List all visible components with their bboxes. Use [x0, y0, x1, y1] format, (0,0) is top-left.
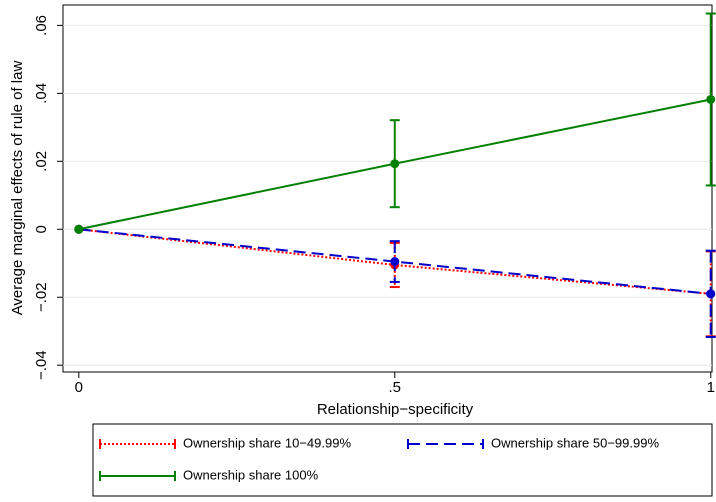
y-tick-label: .06 — [33, 15, 50, 36]
legend-label: Ownership share 50−99.99% — [491, 435, 659, 450]
data-point — [706, 94, 716, 104]
plot-frame — [62, 4, 713, 373]
x-tick-label: 0 — [75, 379, 83, 396]
y-tick-label: .04 — [33, 83, 50, 104]
x-tick-label: 1 — [707, 379, 715, 396]
y-axis-title: Average marginal effects of rule of law — [9, 61, 26, 316]
legend-label: Ownership share 100% — [183, 467, 319, 482]
y-tick-label: .02 — [33, 151, 50, 172]
legend-box — [92, 423, 713, 497]
data-point — [390, 159, 400, 169]
y-tick-label: −.04 — [33, 350, 50, 380]
legend-label: Ownership share 10−49.99% — [183, 435, 351, 450]
data-point — [390, 257, 400, 267]
y-tick-label: −.02 — [33, 282, 50, 312]
x-axis-title: Relationship−specificity — [317, 401, 474, 418]
y-tick-label: 0 — [33, 225, 50, 233]
data-point — [74, 224, 84, 234]
data-point — [706, 289, 716, 299]
x-tick-label: .5 — [389, 379, 402, 396]
